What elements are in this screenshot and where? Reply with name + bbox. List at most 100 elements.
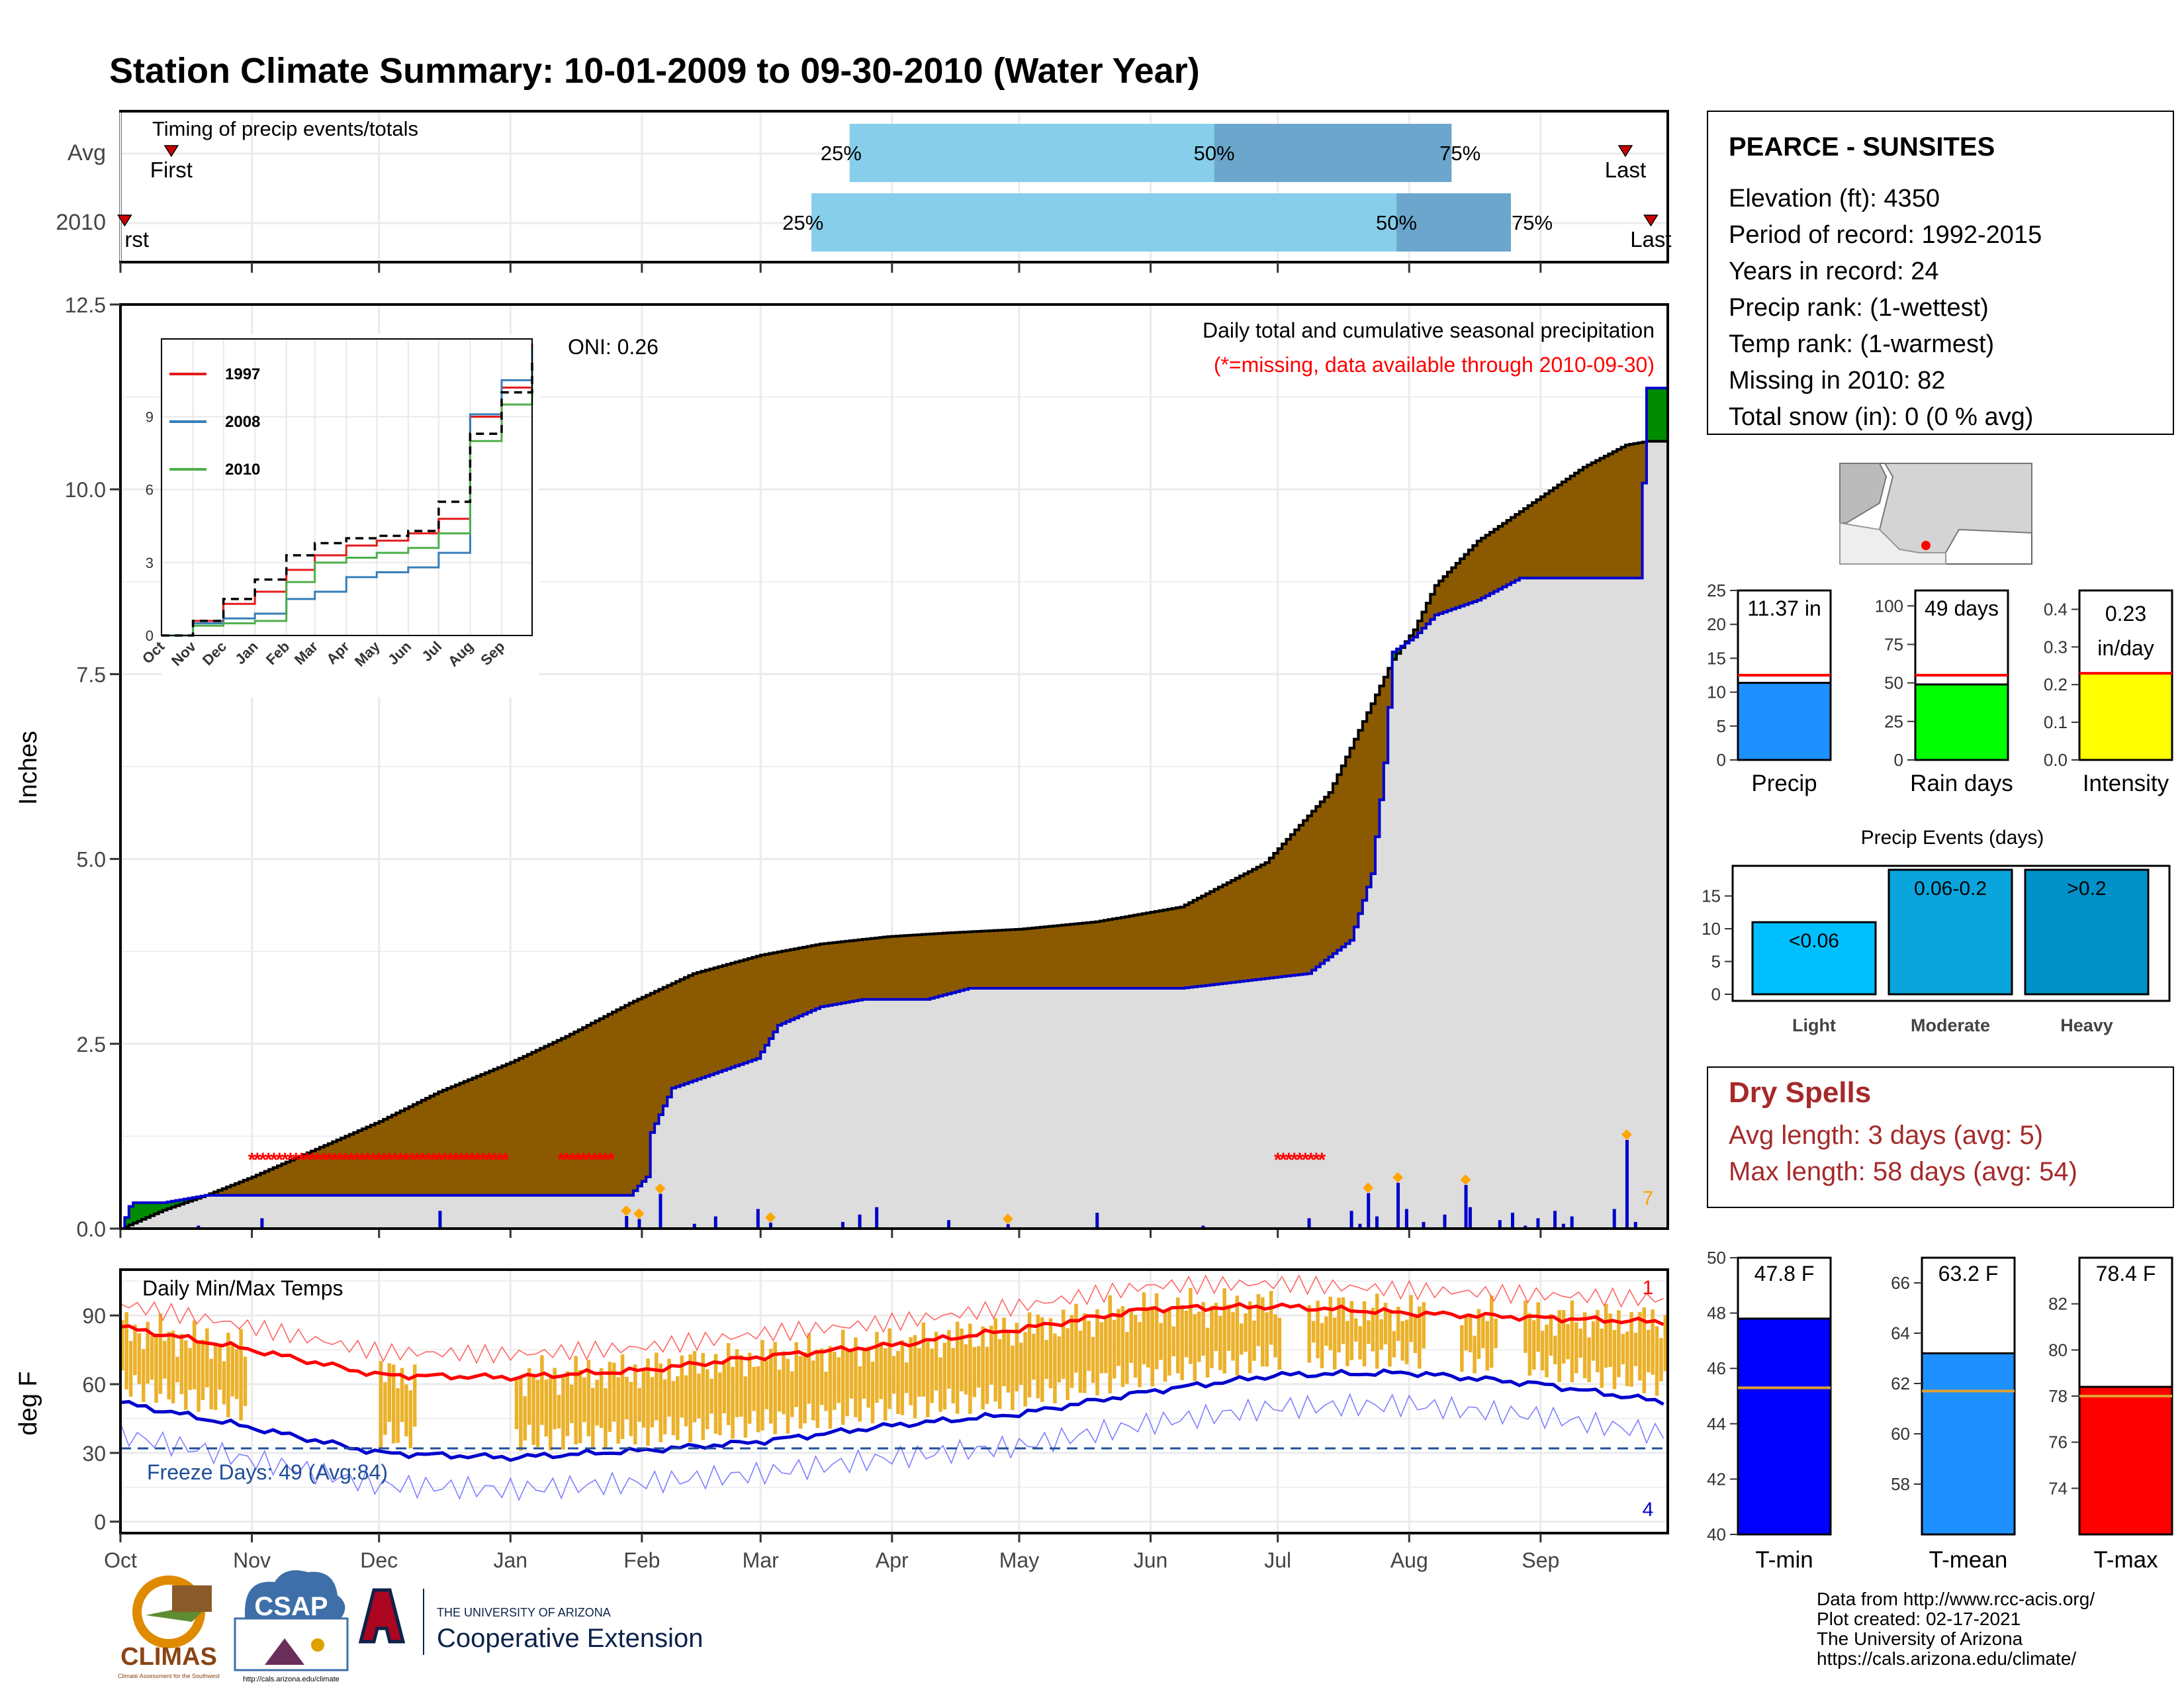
precip-y-tick-label: 0.0 bbox=[77, 1217, 106, 1241]
daily-temp-bar bbox=[565, 1371, 570, 1436]
daily-temp-bar bbox=[676, 1376, 680, 1440]
daily-temp-bar bbox=[887, 1328, 891, 1409]
daily-temp-bar bbox=[1048, 1318, 1053, 1389]
daily-temp-bar bbox=[1261, 1297, 1265, 1367]
daily-temp-bar bbox=[926, 1342, 930, 1417]
daily-temp-bar bbox=[972, 1346, 977, 1397]
summary-value: 0.23 bbox=[2105, 602, 2146, 626]
missing-marker: * bbox=[391, 1149, 399, 1171]
summary-tick-label: 0 bbox=[1894, 750, 1903, 770]
missing-marker: * bbox=[275, 1149, 283, 1171]
daily-temp-bar bbox=[849, 1348, 854, 1399]
summary-tick-label: 100 bbox=[1875, 596, 1903, 616]
dry-spells-max: Max length: 58 days (avg: 54) bbox=[1729, 1157, 2077, 1186]
daily-temp-bar bbox=[396, 1388, 400, 1443]
daily-temp-bar bbox=[900, 1340, 905, 1415]
summary-tick-label: 50 bbox=[1884, 673, 1903, 693]
daily-temp-bar bbox=[612, 1362, 616, 1422]
avg-min-line bbox=[120, 1368, 1664, 1462]
daily-temp-bar bbox=[803, 1352, 807, 1424]
daily-temp-bar bbox=[192, 1320, 197, 1389]
daily-temp-bar bbox=[960, 1328, 964, 1391]
summary-tick-label: 5 bbox=[1717, 716, 1726, 736]
temp-summary-value: 47.8 F bbox=[1754, 1262, 1815, 1286]
summary-tick-label: 0.1 bbox=[2044, 712, 2068, 732]
daily-temp-bar bbox=[171, 1331, 175, 1404]
daily-temp-bar bbox=[684, 1375, 688, 1427]
summary-tick-label: 10 bbox=[1707, 682, 1726, 702]
precip-panel-frame bbox=[119, 303, 1669, 1230]
daily-temp-bar bbox=[955, 1321, 960, 1414]
timing-label: Timing of precip events/totals bbox=[152, 117, 418, 140]
missing-marker: * bbox=[474, 1149, 482, 1171]
daily-temp-bar bbox=[739, 1355, 743, 1417]
freeze-days-label: Freeze Days: 49 (Avg:84) bbox=[147, 1460, 388, 1484]
daily-temp-bar bbox=[930, 1348, 934, 1403]
missing-marker: * bbox=[424, 1149, 432, 1171]
timing-bar-avg-lower bbox=[849, 124, 1214, 182]
temp-summary-tick-label: 80 bbox=[2048, 1340, 2068, 1360]
daily-temp-bar bbox=[146, 1321, 150, 1384]
summary-tick-label: 0.0 bbox=[2044, 750, 2068, 770]
missing-marker: * bbox=[469, 1149, 477, 1171]
station-line: Temp rank: (1-warmest) bbox=[1729, 330, 1994, 358]
missing-marker: * bbox=[325, 1149, 333, 1171]
temp-summary-tick-label: 82 bbox=[2048, 1294, 2068, 1314]
daily-temp-bar bbox=[985, 1346, 989, 1404]
daily-temp-bar bbox=[718, 1372, 722, 1436]
daily-temp-bar bbox=[1040, 1317, 1044, 1402]
daily-temp-bar bbox=[1244, 1313, 1248, 1352]
daily-temp-bar bbox=[404, 1384, 408, 1436]
daily-temp-bar bbox=[1540, 1331, 1545, 1371]
daily-temp-bar bbox=[870, 1362, 875, 1424]
temp-summary-tick-label: 76 bbox=[2048, 1432, 2068, 1452]
daily-temp-bar bbox=[709, 1378, 713, 1414]
missing-marker: * bbox=[602, 1149, 610, 1171]
daily-temp-bar bbox=[561, 1374, 565, 1450]
daily-temp-bar bbox=[1608, 1313, 1612, 1367]
missing-marker: * bbox=[287, 1149, 295, 1171]
daily-temp-bar bbox=[1625, 1331, 1629, 1387]
daily-temp-bar bbox=[1074, 1303, 1078, 1373]
station-line: Total snow (in): 0 (0 % avg) bbox=[1729, 403, 2033, 431]
daily-temp-bar bbox=[1265, 1312, 1269, 1367]
daily-temp-bar bbox=[205, 1328, 209, 1387]
daily-temp-bar bbox=[1210, 1305, 1214, 1368]
daily-temp-bar bbox=[1146, 1309, 1150, 1368]
summary-tick-label: 20 bbox=[1707, 614, 1726, 634]
station-line: Period of record: 1992-2015 bbox=[1729, 221, 2042, 249]
temp-summary-tick-label: 48 bbox=[1707, 1303, 1726, 1323]
daily-temp-bar bbox=[553, 1368, 557, 1430]
daily-temp-bar bbox=[697, 1373, 701, 1419]
missing-marker: * bbox=[248, 1149, 256, 1171]
daily-temp-bar bbox=[1235, 1295, 1240, 1376]
temp-x-tick-label: Feb bbox=[623, 1548, 660, 1572]
daily-temp-bar bbox=[947, 1330, 951, 1389]
daily-temp-bar bbox=[197, 1340, 201, 1412]
daily-temp-bar bbox=[1604, 1303, 1608, 1368]
summary-tick-label: 25 bbox=[1707, 581, 1726, 600]
daily-temp-bar bbox=[1138, 1322, 1142, 1387]
daily-temp-bar bbox=[1646, 1329, 1651, 1372]
daily-temp-bar bbox=[124, 1312, 128, 1389]
daily-temp-bar bbox=[896, 1350, 900, 1414]
temp-summary-tick-label: 42 bbox=[1707, 1469, 1726, 1489]
daily-temp-bar bbox=[230, 1342, 235, 1397]
heavy-event-marker bbox=[633, 1208, 645, 1219]
event-bar-label: >0.2 bbox=[2067, 878, 2106, 900]
daily-precip-bar bbox=[1570, 1216, 1574, 1229]
event-bar-light bbox=[1751, 921, 1877, 996]
temp-y-tick-label: 0 bbox=[94, 1511, 106, 1534]
daily-temp-bar bbox=[527, 1368, 531, 1425]
daily-temp-bar bbox=[731, 1366, 735, 1439]
csap-cloud-icon bbox=[245, 1570, 345, 1618]
missing-marker: * bbox=[358, 1149, 366, 1171]
daily-temp-bar bbox=[514, 1378, 519, 1429]
daily-temp-bar bbox=[1167, 1308, 1171, 1376]
location-map bbox=[1839, 463, 2032, 565]
daily-temp-bar bbox=[1527, 1313, 1532, 1376]
inset-legend-label: 2008 bbox=[225, 413, 260, 431]
daily-precip-bar bbox=[1422, 1221, 1426, 1229]
csap-sun-icon bbox=[311, 1638, 324, 1652]
event-category-label: Heavy bbox=[2060, 1015, 2113, 1035]
